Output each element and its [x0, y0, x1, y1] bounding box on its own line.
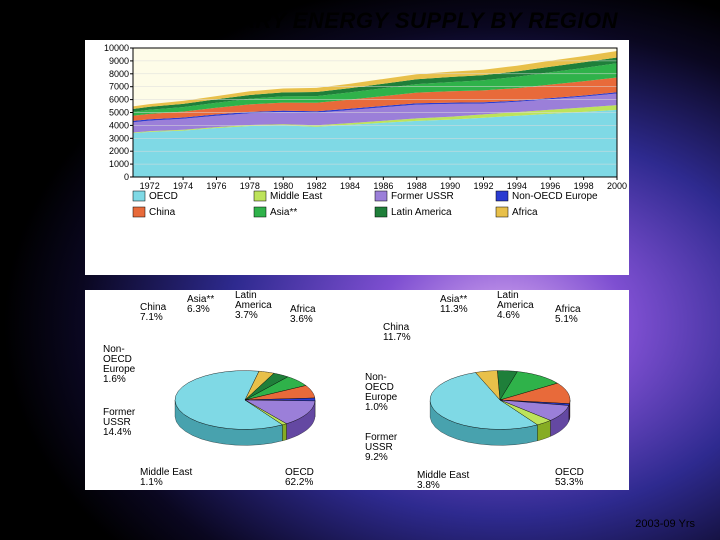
area-chart: 0 1000 2000 3000 4000 5000 6000 7000 8000 9000 100…	[85, 40, 629, 275]
legend-swatch-Africa	[496, 207, 508, 217]
svg-text:10000: 10000	[104, 43, 129, 53]
svg-text:1982: 1982	[307, 181, 327, 191]
pie-label-pct: 5.1%	[555, 314, 578, 325]
legend-swatch-LatinAmerica	[375, 207, 387, 217]
svg-text:7000: 7000	[109, 82, 129, 92]
legend-label-Africa: Africa	[512, 207, 538, 218]
legend-label-OECD: OECD	[149, 191, 178, 202]
svg-text:4000: 4000	[109, 120, 129, 130]
svg-text:1996: 1996	[540, 181, 560, 191]
svg-text:1000: 1000	[109, 159, 129, 169]
footer-text: 2003-09 Yrs	[635, 518, 695, 530]
page-title: TOTAL PRIMARY ENERGY SUPPLY BY REGION	[0, 8, 720, 34]
pie-label-pct: 1.0%	[365, 402, 388, 413]
pie-label-pct: 6.3%	[187, 304, 210, 315]
legend-swatch-NonOECDEurope	[496, 191, 508, 201]
pie-charts-panel: China7.1%Asia**6.3%LatinAmerica3.7%Afric…	[85, 290, 629, 490]
pie-label-pct: 1.1%	[140, 477, 163, 488]
pie-label-pct: 7.1%	[140, 312, 163, 323]
legend-swatch-China	[133, 207, 145, 217]
svg-text:1988: 1988	[407, 181, 427, 191]
legend-swatch-FormerUSSR	[375, 191, 387, 201]
pie-label-pct: 4.6%	[497, 310, 520, 321]
svg-text:8000: 8000	[109, 69, 129, 79]
svg-text:1998: 1998	[574, 181, 594, 191]
svg-text:1994: 1994	[507, 181, 527, 191]
svg-text:1986: 1986	[373, 181, 393, 191]
legend-label-China: China	[149, 207, 176, 218]
legend-label-MiddleEast: Middle East	[270, 191, 322, 202]
legend-swatch-OECD	[133, 191, 145, 201]
pie-label-pct: 3.6%	[290, 314, 313, 325]
pie-label-pct: 53.3%	[555, 477, 583, 488]
legend-label-LatinAmerica: Latin America	[391, 207, 452, 218]
legend-label-NonOECDEurope: Non-OECD Europe	[512, 191, 598, 202]
pie-label-pct: 62.2%	[285, 477, 313, 488]
svg-text:1992: 1992	[473, 181, 493, 191]
pie-label-pct: 14.4%	[103, 427, 131, 438]
pie-label-pct: 3.7%	[235, 310, 258, 321]
legend-label-Asia: Asia**	[270, 207, 297, 218]
legend-swatch-Asia	[254, 207, 266, 217]
svg-text:0: 0	[124, 172, 129, 182]
svg-text:1980: 1980	[273, 181, 293, 191]
legend-label-FormerUSSR: Former USSR	[391, 191, 454, 202]
svg-text:1972: 1972	[140, 181, 160, 191]
svg-text:2000: 2000	[607, 181, 627, 191]
svg-text:1984: 1984	[340, 181, 360, 191]
pie-label-pct: 11.7%	[383, 332, 411, 343]
svg-text:3000: 3000	[109, 133, 129, 143]
svg-text:6000: 6000	[109, 95, 129, 105]
area-chart-panel: 0 1000 2000 3000 4000 5000 6000 7000 8000 9000 100…	[85, 40, 629, 275]
svg-text:9000: 9000	[109, 56, 129, 66]
pie-charts: China7.1%Asia**6.3%LatinAmerica3.7%Afric…	[85, 290, 629, 490]
svg-text:1990: 1990	[440, 181, 460, 191]
svg-text:5000: 5000	[109, 108, 129, 118]
pie-label-pct: 1.6%	[103, 374, 126, 385]
svg-text:2000: 2000	[109, 146, 129, 156]
pie-label-pct: 11.3%	[440, 304, 468, 315]
svg-text:1976: 1976	[206, 181, 226, 191]
svg-text:1974: 1974	[173, 181, 193, 191]
pie-label-pct: 9.2%	[365, 452, 388, 463]
svg-text:1978: 1978	[240, 181, 260, 191]
pie-label-pct: 3.8%	[417, 480, 440, 490]
legend-swatch-MiddleEast	[254, 191, 266, 201]
